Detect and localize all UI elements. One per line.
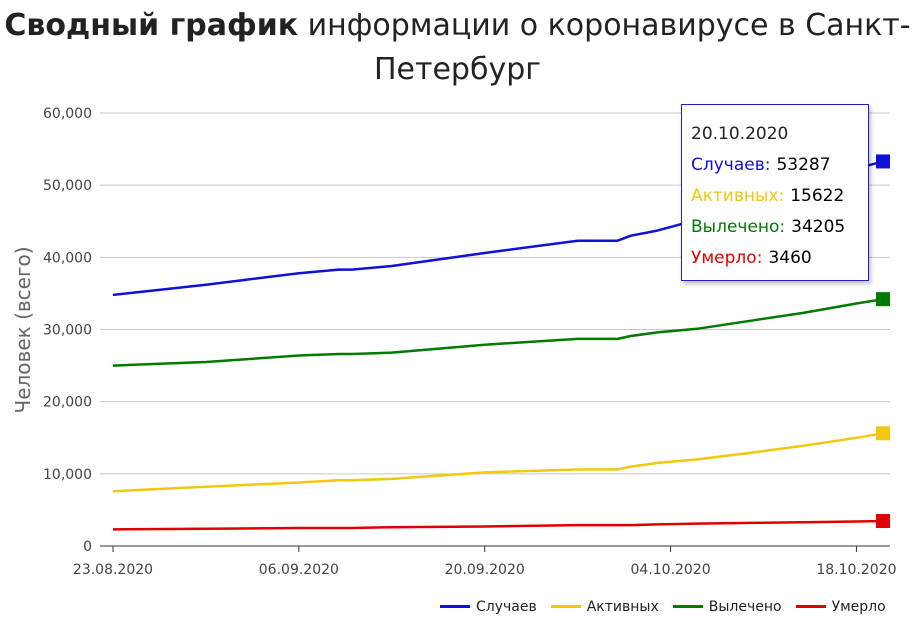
tooltip-value: 34205 — [791, 217, 846, 237]
y-axis-label: Человек (всего) — [11, 246, 35, 413]
y-tick-label: 20,000 — [43, 395, 92, 411]
tooltip-value: 15622 — [790, 186, 845, 206]
series-line — [112, 432, 884, 493]
chart-title-bold: Сводный график — [4, 8, 299, 43]
legend-swatch — [440, 604, 470, 608]
legend-label: Умерло — [831, 599, 886, 615]
legend-label: Вылечено — [708, 599, 782, 615]
y-tick-label: 60,000 — [43, 106, 92, 122]
series-end-marker — [876, 292, 890, 307]
series-end-marker — [876, 426, 890, 441]
tooltip-label: Вылечено: — [691, 217, 786, 237]
y-tick-label: 10,000 — [43, 467, 92, 483]
x-tick-labels: 23.08.2020 06.09.2020 20.09.2020 04.10.2020… — [73, 546, 897, 578]
x-tick-label: 06.09.2020 — [259, 562, 339, 578]
tooltip-date: 20.10.2020 — [691, 124, 789, 144]
y-tick-label: 30,000 — [43, 323, 92, 339]
tooltip-row: Случаев: 53287 — [691, 150, 868, 181]
chart-title: Сводный график информации о коронавирусе… — [0, 4, 915, 92]
hover-tooltip: 20.10.2020 Случаев: 53287 Активных: 15622 Вы… — [681, 104, 869, 281]
tooltip-row: Умерло: 3460 — [691, 243, 868, 274]
legend-item[interactable]: Случаев — [440, 599, 537, 615]
legend-swatch — [550, 604, 581, 608]
legend-swatch — [795, 604, 826, 608]
series-end-marker — [876, 514, 890, 529]
tooltip-value: 3460 — [768, 248, 812, 268]
legend-item[interactable]: Умерло — [795, 599, 886, 615]
y-tick-label: 0 — [83, 539, 92, 555]
x-tick-label: 23.08.2020 — [73, 562, 153, 578]
legend-item[interactable]: Активных — [550, 599, 659, 615]
x-tick-label: 04.10.2020 — [631, 562, 711, 578]
y-tick-label: 40,000 — [43, 250, 92, 266]
legend-swatch — [672, 604, 703, 608]
series-end-marker — [876, 154, 890, 169]
y-tick-label: 50,000 — [43, 178, 92, 194]
chart-legend[interactable]: Случаев Активных Вылечено Умерло — [440, 599, 900, 615]
tooltip-value: 53287 — [776, 155, 831, 175]
tooltip-row: Активных: 15622 — [691, 181, 868, 212]
legend-item[interactable]: Вылечено — [672, 599, 782, 615]
tooltip-label: Умерло: — [691, 248, 763, 268]
x-tick-label: 20.09.2020 — [445, 562, 525, 578]
tooltip-row: Вылечено: 34205 — [691, 212, 868, 243]
series-line — [112, 519, 884, 531]
legend-label: Случаев — [476, 599, 537, 615]
legend-label: Активных — [586, 599, 659, 615]
tooltip-label: Активных: — [691, 186, 785, 206]
y-tick-labels: 0 10,000 20,000 30,000 40,000 50,000 60,000 — [43, 106, 92, 555]
series-line — [112, 297, 884, 367]
chart-title-rest: информации о коронавирусе в Санкт-Петерб… — [307, 8, 911, 87]
tooltip-label: Случаев: — [691, 155, 771, 175]
x-tick-label: 18.10.2020 — [816, 562, 896, 578]
